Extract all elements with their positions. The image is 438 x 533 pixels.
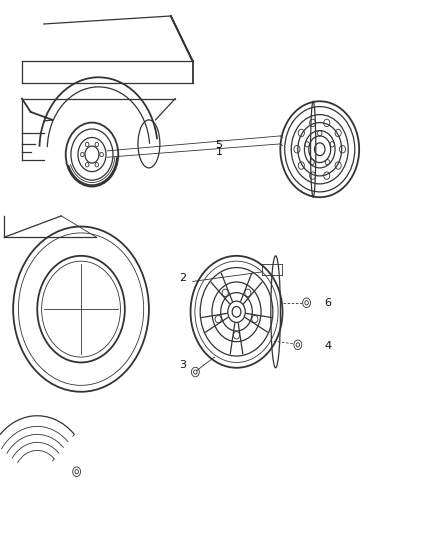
Text: 4: 4 (324, 342, 331, 351)
Text: 3: 3 (179, 360, 186, 369)
Text: 2: 2 (180, 273, 187, 283)
Text: 5: 5 (215, 140, 223, 150)
Text: 6: 6 (324, 298, 331, 308)
Text: 1: 1 (215, 148, 223, 157)
